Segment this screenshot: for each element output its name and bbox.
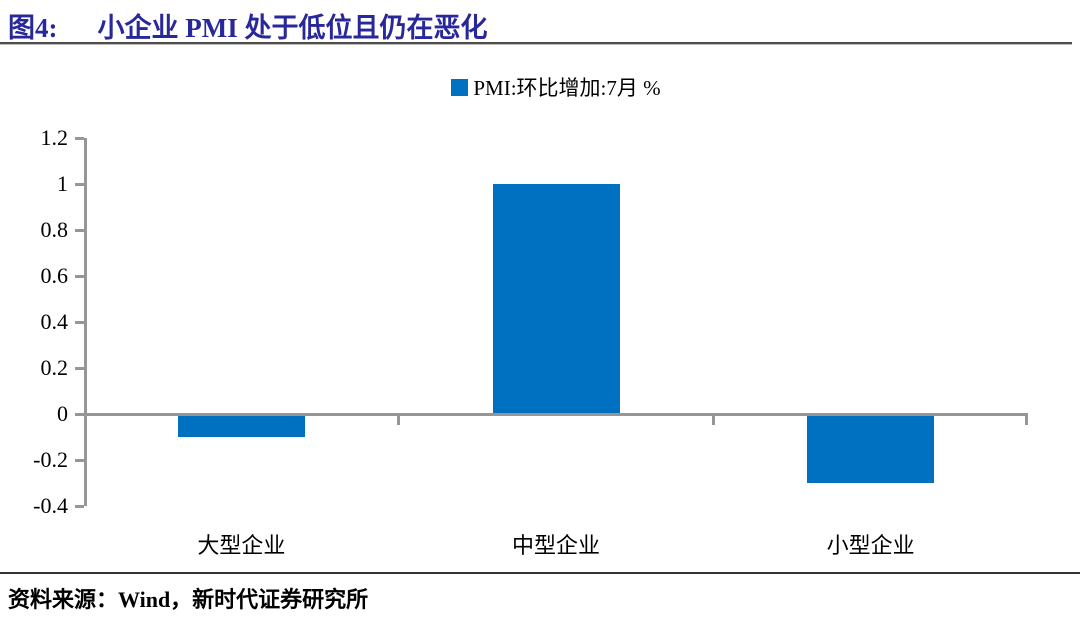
- y-axis-line: [84, 138, 87, 506]
- category-label: 小型企业: [826, 533, 915, 558]
- figure-title-text: 小企业 PMI 处于低位且仍在恶化: [97, 13, 488, 43]
- y-axis-tick: [75, 366, 84, 370]
- bar-小型企业: [807, 415, 935, 483]
- y-axis-tick-label: 1: [57, 171, 68, 196]
- y-axis-tick-label: -0.4: [33, 493, 68, 518]
- y-axis-tick-label: 1.2: [40, 125, 69, 150]
- y-axis-tick-label: 0.6: [40, 263, 69, 288]
- title-divider: [0, 42, 1072, 44]
- source-text: 资料来源：Wind，新时代证券研究所: [8, 587, 369, 612]
- y-axis-tick: [75, 182, 84, 186]
- y-axis-tick: [75, 228, 84, 232]
- y-axis-tick-label: 0: [57, 401, 68, 426]
- y-axis-tick: [75, 320, 84, 324]
- y-axis-tick-label: 0.8: [40, 217, 69, 242]
- bar-chart: 1.2 1 0.8 0.6 0.4 0.2 0 -0.2 -0.4 大型企业 中型企业 小型企业: [33, 125, 1028, 558]
- figure-number-label: 图4:: [8, 13, 58, 43]
- chart-legend: PMI:环比增加:7月 %: [84, 72, 1028, 102]
- y-axis-tick: [75, 504, 84, 508]
- y-axis-tick-label: -0.2: [33, 447, 68, 472]
- x-axis-tick: [711, 415, 715, 425]
- legend-label: PMI:环比增加:7月 %: [473, 76, 661, 100]
- category-label: 大型企业: [197, 533, 286, 558]
- x-axis-tick: [1025, 415, 1028, 425]
- x-axis-line: [84, 412, 1028, 416]
- bar-中型企业: [492, 184, 620, 413]
- page-title: 图4: 小企业 PMI 处于低位且仍在恶化: [8, 6, 1072, 45]
- y-axis-tick-label: 0.2: [40, 355, 69, 380]
- footer-divider: [0, 572, 1080, 574]
- legend-swatch-icon: [451, 78, 469, 96]
- y-axis-tick-label: 0.4: [40, 309, 69, 334]
- bar-大型企业: [177, 415, 305, 437]
- y-axis-tick: [75, 274, 84, 278]
- x-axis-tick: [397, 415, 401, 425]
- y-axis-tick: [75, 458, 84, 462]
- category-label: 中型企业: [511, 533, 600, 558]
- y-axis-tick: [75, 136, 84, 140]
- y-axis-tick: [75, 412, 84, 416]
